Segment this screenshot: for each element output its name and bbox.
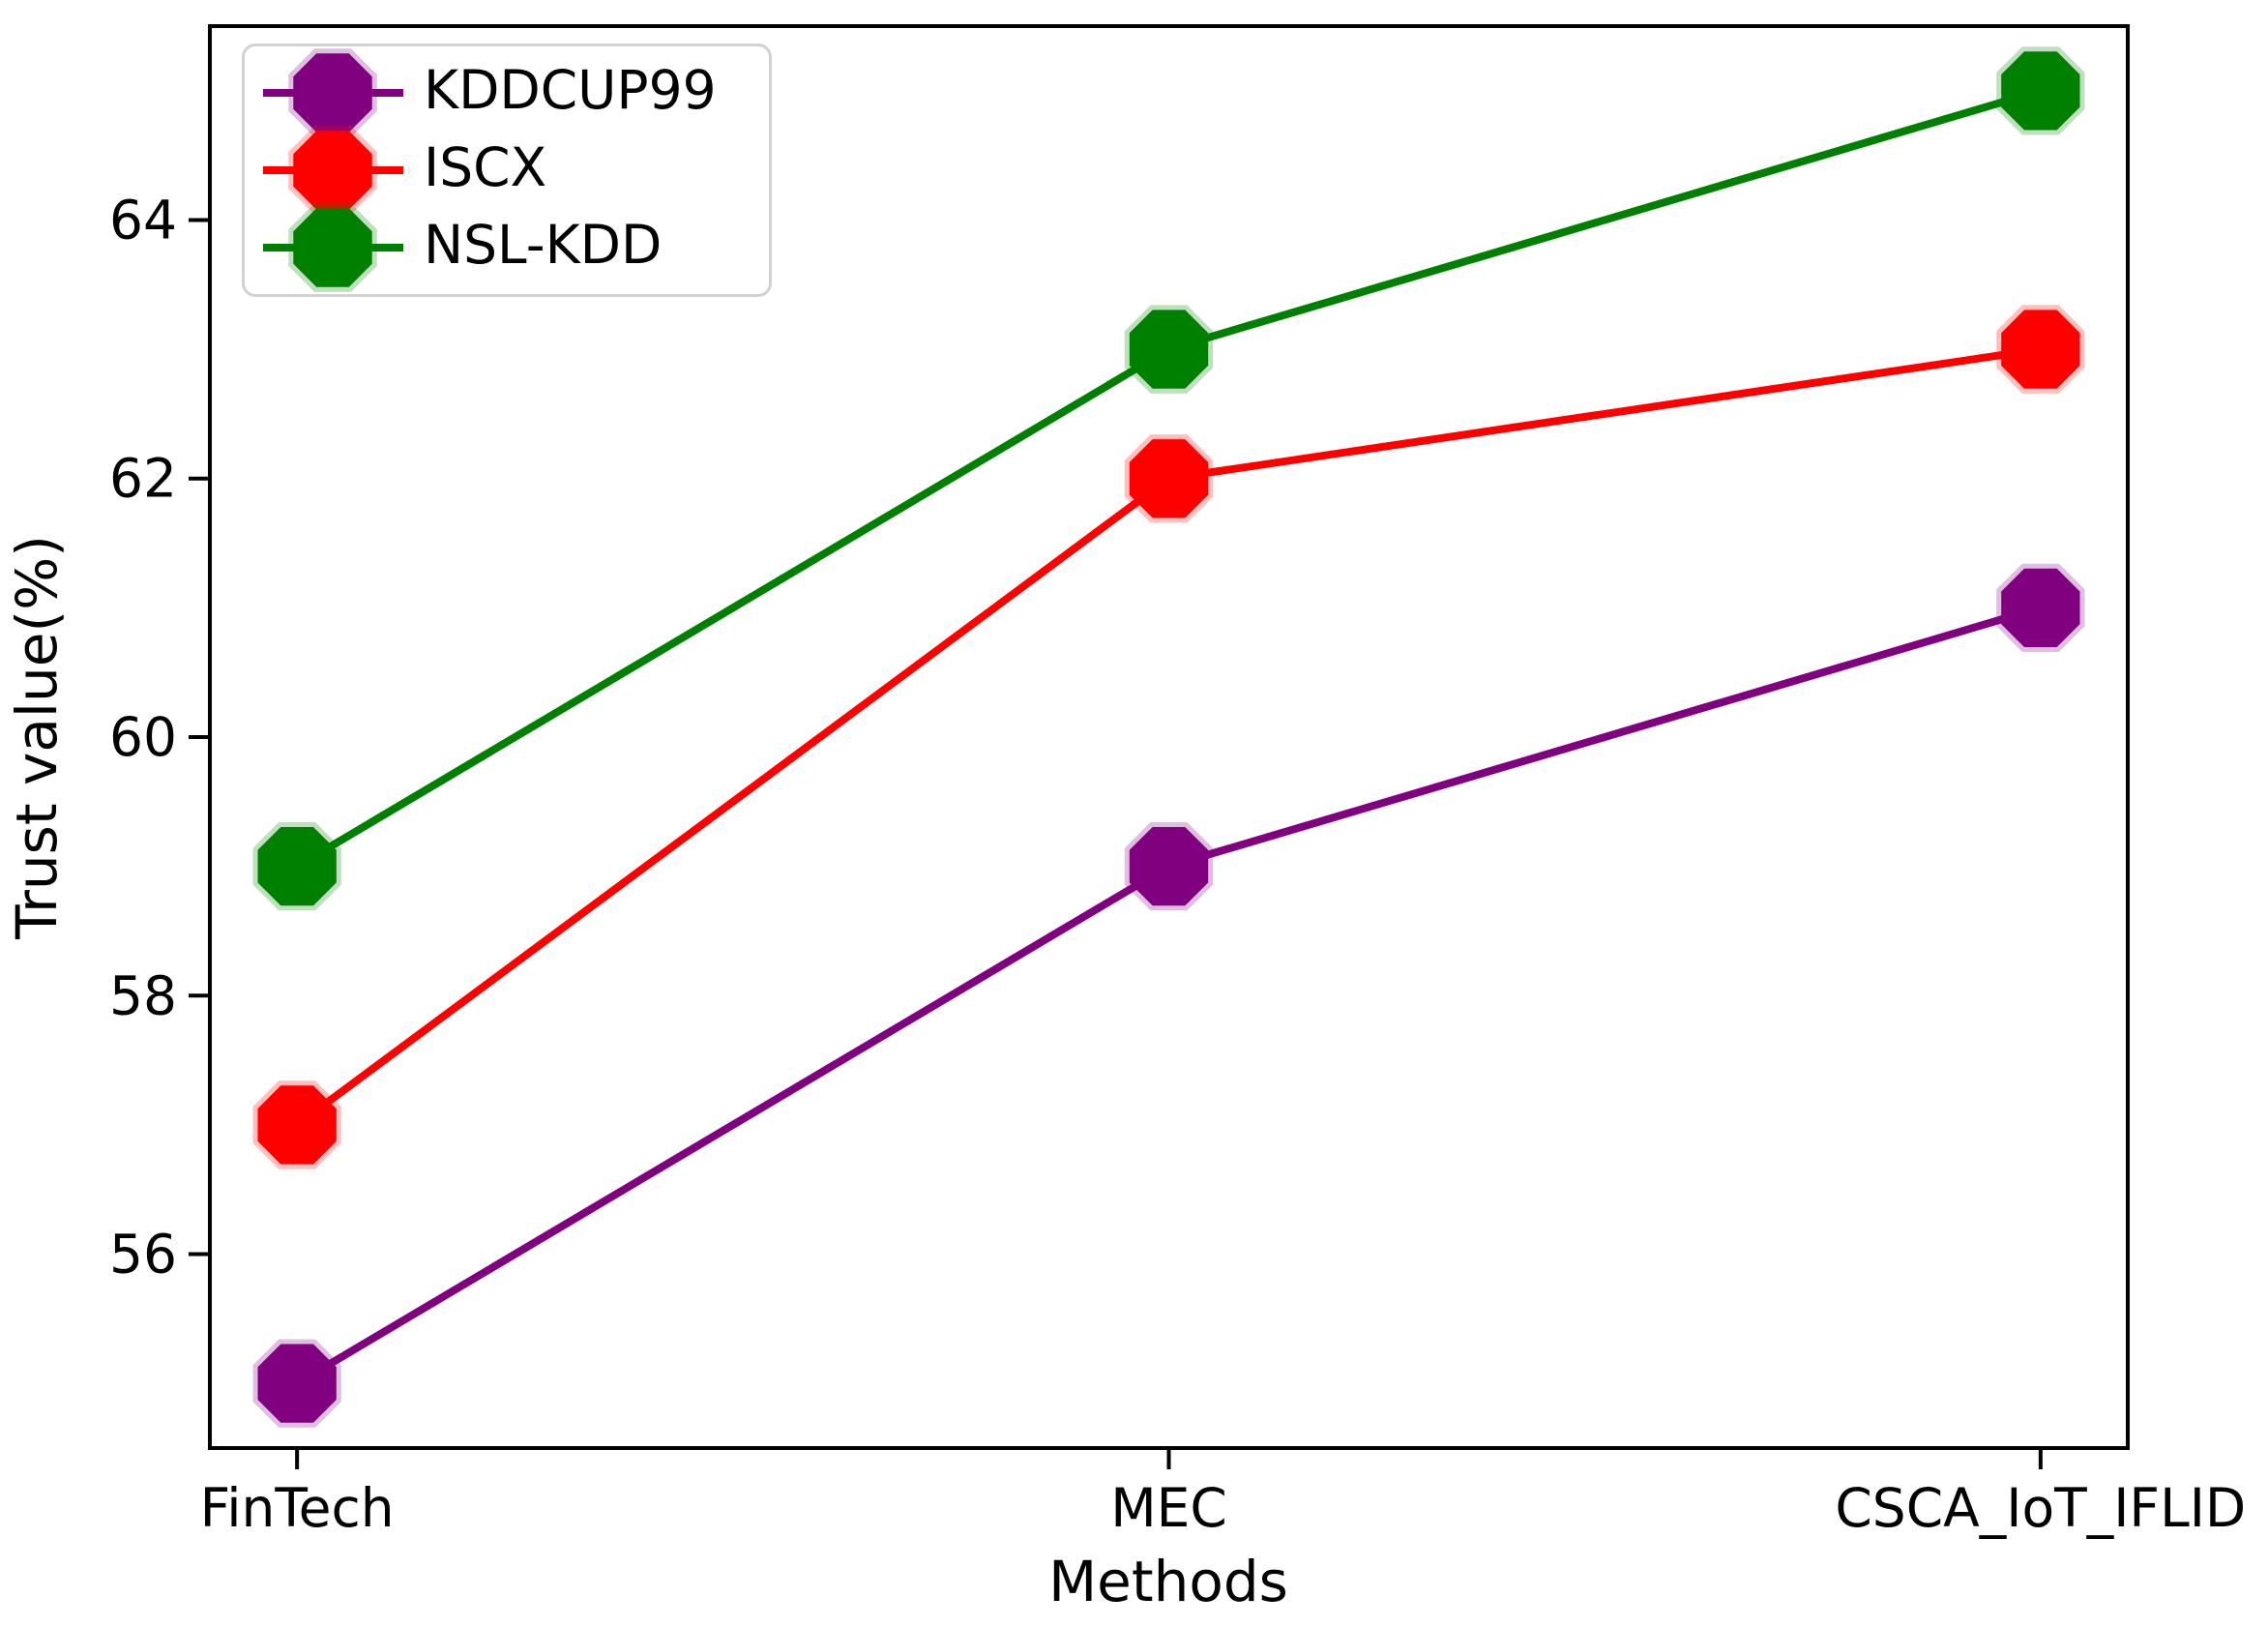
marker-KDDCUP99-FinTech	[252, 1339, 341, 1428]
legend-marker-icon	[263, 126, 403, 215]
legend-handle-marker	[288, 203, 377, 292]
marker-ISCX-MEC	[1124, 434, 1214, 523]
series-layer	[252, 46, 2085, 1428]
legend-item-kddcup99: KDDCUP99	[258, 48, 769, 137]
y-tick-label-58: 58	[109, 964, 177, 1026]
marker-NSL-KDD-MEC	[1124, 305, 1214, 394]
y-tick-label-64: 64	[109, 189, 177, 251]
marker-KDDCUP99-MEC	[1124, 822, 1214, 911]
x-tick-label-MEC: MEC	[1110, 1477, 1227, 1539]
series-line-KDDCUP99	[293, 604, 2045, 1388]
y-tick-label-62: 62	[109, 448, 177, 510]
legend-handle-marker	[288, 126, 377, 215]
axes-layer: 56 58 60 62 64 FinTech MEC CSCA_IoT_IFLID	[109, 24, 2246, 1539]
marker-ISCX-FinTech	[252, 1080, 341, 1169]
legend-item-label: KDDCUP99	[424, 58, 717, 121]
marker-NSL-KDD-CSCA_IoT_IFLID	[1996, 46, 2085, 135]
x-tick-label-CSCA_IoT_IFLID: CSCA_IoT_IFLID	[1835, 1477, 2246, 1539]
y-tick-label-60: 60	[109, 706, 177, 768]
marker-KDDCUP99-CSCA_IoT_IFLID	[1996, 563, 2085, 652]
legend-marker-icon	[263, 48, 403, 137]
marker-ISCX-CSCA_IoT_IFLID	[1996, 305, 2085, 394]
x-tick-label-FinTech: FinTech	[200, 1477, 395, 1539]
x-axis-title: Methods	[1048, 1549, 1288, 1614]
y-tick-label-56: 56	[109, 1224, 177, 1286]
legend-handle-marker	[288, 48, 377, 137]
legend: KDDCUP99 ISCX NSL-KDD	[242, 44, 772, 297]
legend-marker-icon	[263, 203, 403, 292]
y-axis-title: Trust value(%)	[4, 535, 70, 940]
legend-item-label: ISCX	[424, 135, 547, 198]
legend-item-label: NSL-KDD	[424, 213, 663, 276]
marker-NSL-KDD-FinTech	[252, 822, 341, 911]
legend-item-nsl-kdd: NSL-KDD	[258, 203, 769, 292]
legend-item-iscx: ISCX	[258, 126, 769, 215]
